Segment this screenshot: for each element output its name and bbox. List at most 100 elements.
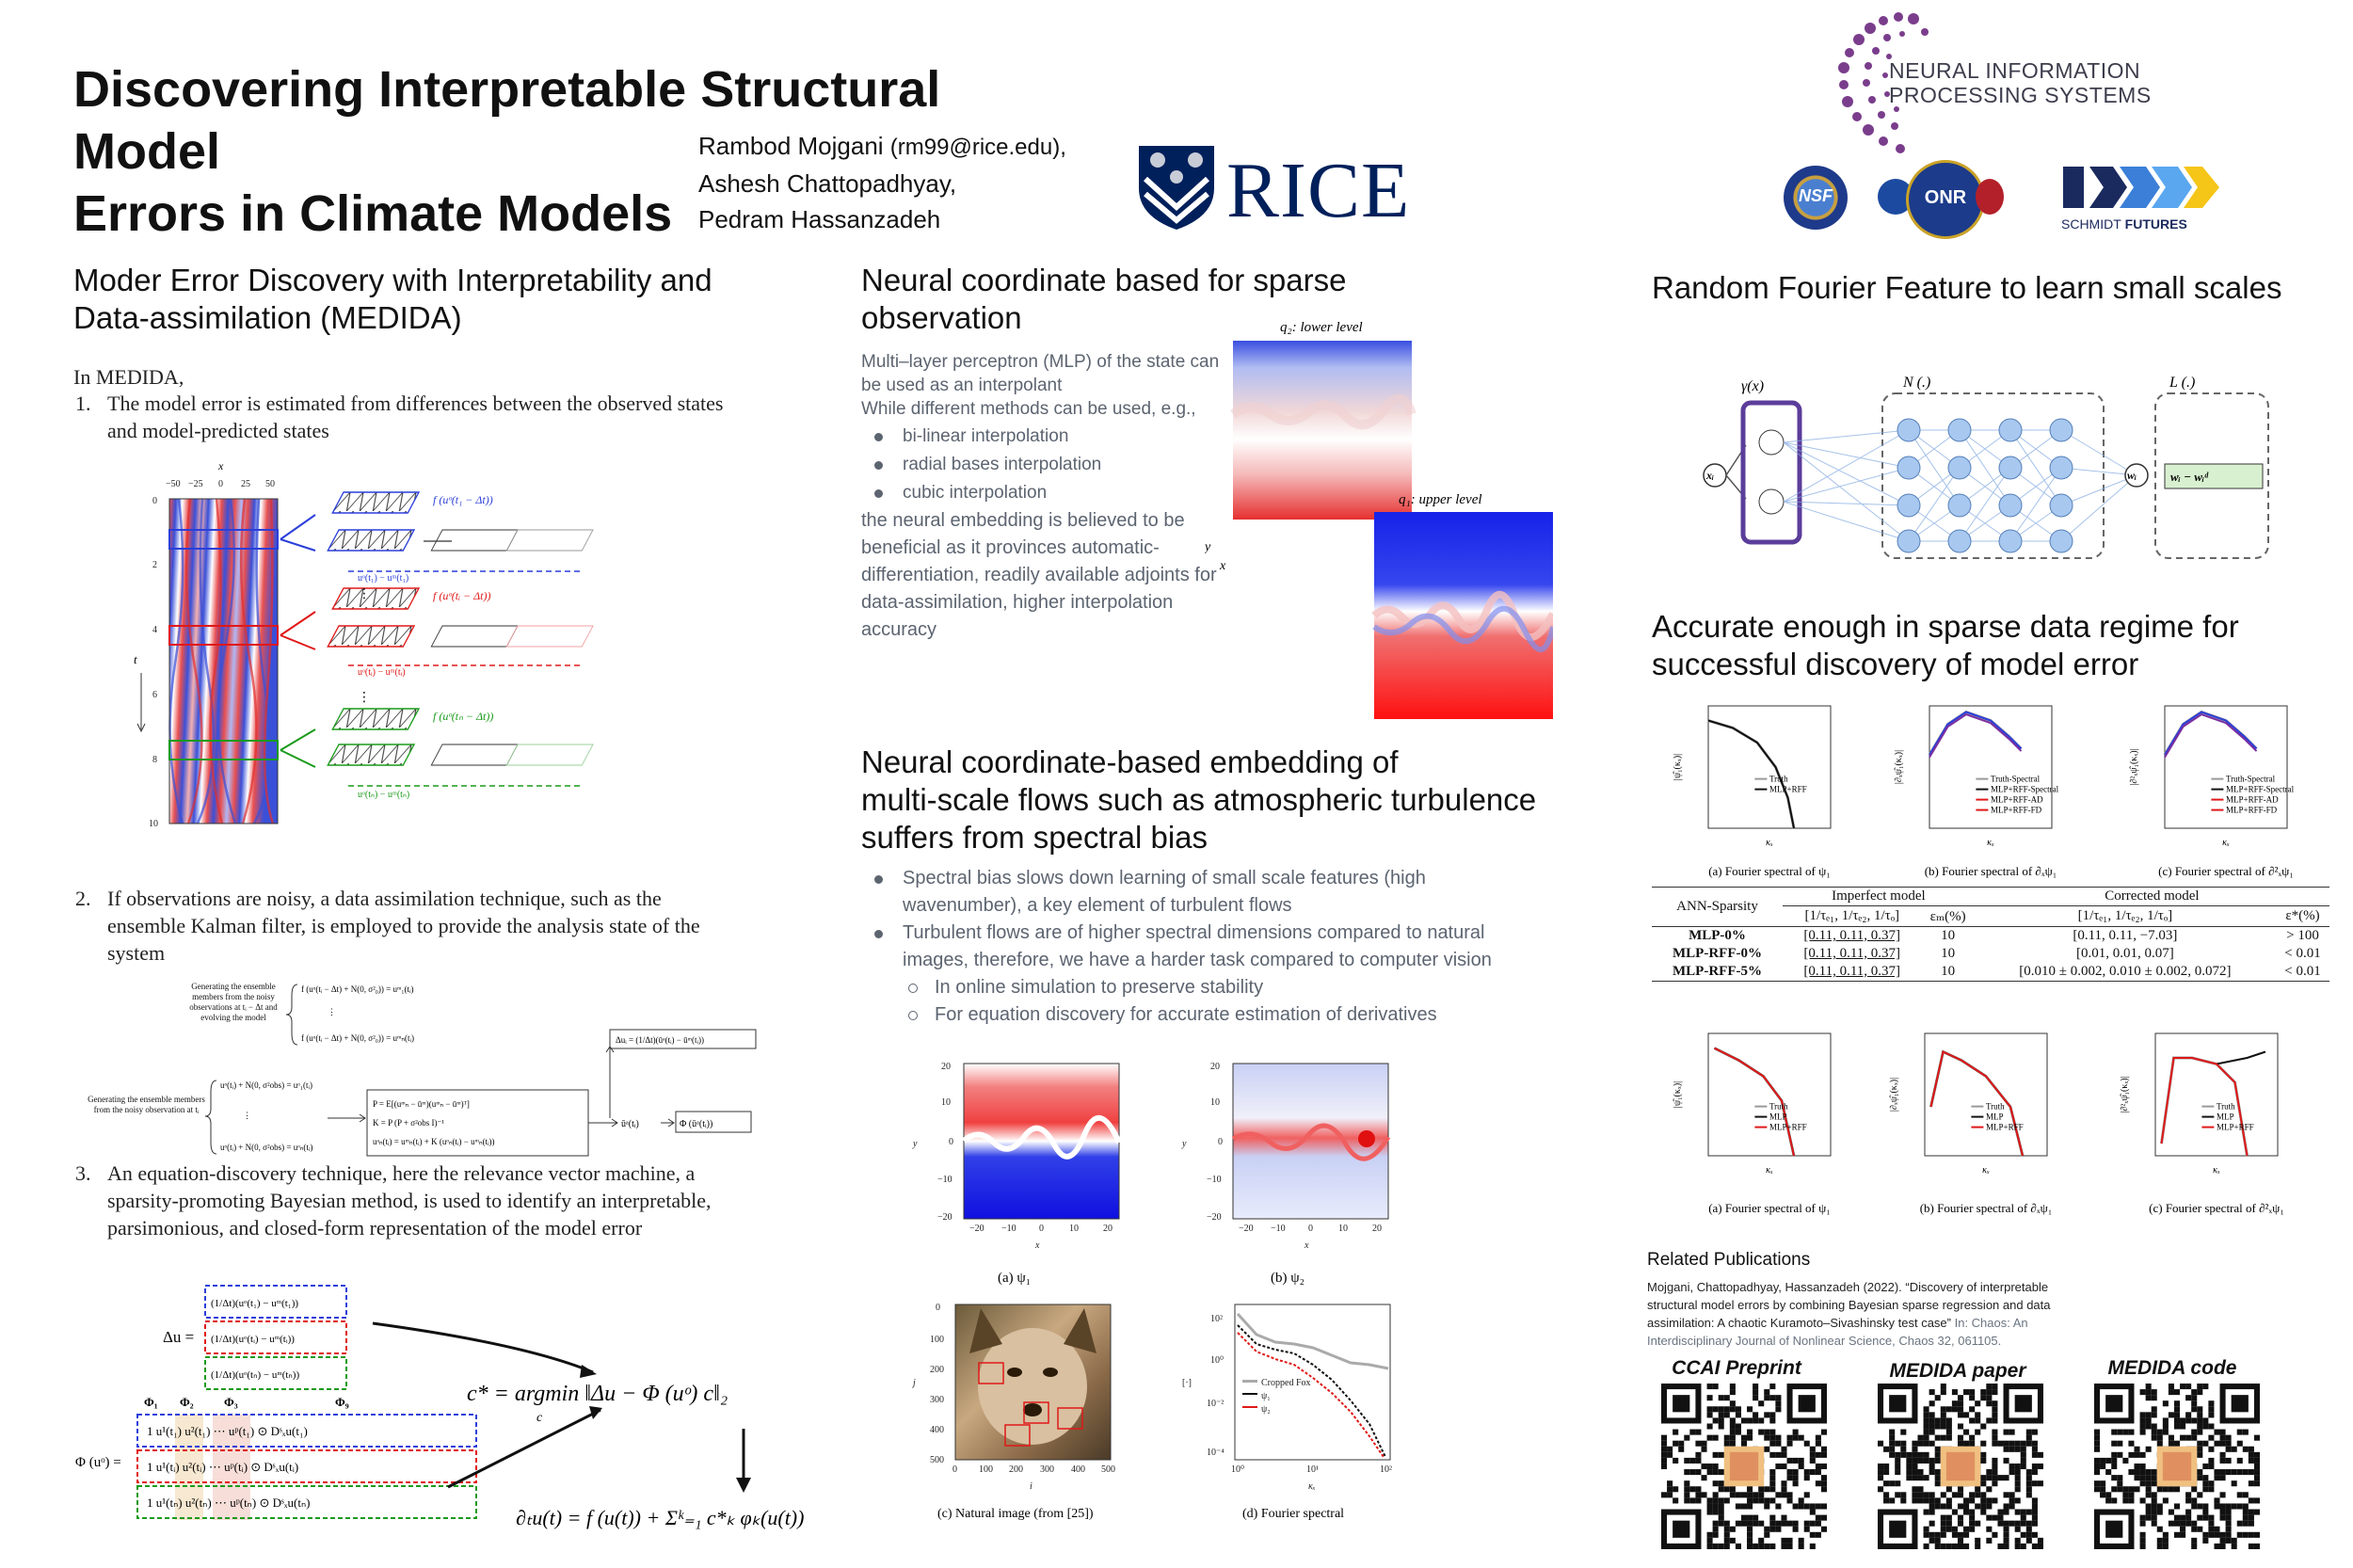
table-row: MLP-RFF-0% [0.11, 0.11, 0.37] 10 [0.01, … [1673,946,2321,961]
spectrum-psi1-line [1237,1324,1386,1458]
svg-text:200: 200 [930,1365,944,1375]
spectrum-legend: MLP+RFF-FD [1991,806,2042,815]
svg-text:500: 500 [930,1455,944,1465]
spectrum-ylabel: |∂²ₓψ̂₁(κₓ)| [2120,1076,2130,1112]
rff-network-diagram: γ(x) N (.) L (.) xᵢ wᵢ wᵢ − wᵢᵈ [1694,362,2278,565]
spectrum-legend: Truth [1769,775,1788,784]
spectrum-xlabel: κₓ [1987,838,1994,848]
spectrum-legend: MLP+RFF-AD [2226,795,2279,805]
enkf-figure: Generating the ensemble members from the… [83,977,760,1160]
qr-code-paper[interactable] [1878,1384,2043,1549]
spectrum-model [1929,711,2023,756]
svg-text:−20: −20 [1239,1224,1254,1234]
related-publications: Related Publications Mojgani, Chattopadh… [1647,1250,2071,1350]
spectrum-legend: MLP+RFF-AD [1991,795,2043,805]
enkf-eq: uᵒ(tᵢ) + N(0, σ²obs) = uᵒ₁(tᵢ) [220,1080,312,1090]
svg-text:x: x [1034,1240,1040,1251]
spectrum-legend: MLP+RFF [1769,1123,1807,1132]
psi2-axes: 20 10 0 −10 −20 −20 −10 0 10 20 x y [1181,1062,1382,1251]
svg-text:20: 20 [1372,1224,1382,1234]
svg-text:200: 200 [1009,1464,1023,1475]
spectrum-model [2164,712,2258,759]
spectrum-xlabel: κₓ [1982,1165,1990,1176]
panel-c-caption: (c) Natural image (from [25]) [937,1507,1094,1521]
interp-bullet: radial bases interpolation [861,451,1238,479]
svg-text:⋮: ⋮ [328,1007,336,1016]
interp-bullet: bi-linear interpolation [861,423,1238,451]
svg-text:20: 20 [941,1062,951,1072]
spectrum-caption: (b) Fourier spectral of ∂ₓψ₁ [1920,1201,2053,1215]
fig1-ttick: 10 [149,819,158,829]
phi-head: Φ₃ [224,1395,238,1409]
spectrum-legend: Truth [1769,1102,1788,1112]
spectrum-legend: ψ₁ [1261,1391,1271,1401]
spectrum-axes [1234,1304,1391,1461]
table-subheader: [1/τₑ₁, 1/τₑ₂, 1/τₒ] [1783,905,1922,927]
fig1-ttick: 8 [152,755,157,765]
enkf-eq: uᵒ(tᵢ) + N(0, σ²obs) = uᵒₙ(tᵢ) [220,1143,312,1152]
spectral-subbullet: For equation discovery for accurate esti… [861,1001,1520,1029]
spectrum-model [2164,711,2258,756]
svg-text:−10: −10 [1207,1175,1222,1185]
enkf-forecast-note: Generating the ensemble members from the… [189,982,278,1022]
spectrum-model [2160,1057,2249,1157]
axis-y: y [1205,540,1211,554]
schmidt-chevron-icon [2063,167,2219,208]
svg-text:−10: −10 [1271,1224,1286,1234]
argmin-subscript: c [536,1411,543,1425]
spectrum-model [2216,1050,2266,1065]
rice-shield-icon [1139,146,1214,230]
svg-text:−20: −20 [969,1224,984,1234]
qr-label-preprint: CCAI Preprint [1672,1357,1801,1379]
svg-text:400: 400 [1071,1464,1085,1475]
spectrum-legend: ψ₂ [1261,1404,1271,1415]
panel-d-caption: (d) Fourier spectral [1242,1507,1344,1521]
qg-fields-figure: q₂: lower level y x q₁: upper level [1203,320,1557,725]
medida-heading: Moder Error Discovery with Interpretabil… [73,263,712,335]
phi-row: 1 u¹(tₙ) u²(tₙ) ⋯ uᵖ(tₙ) ⊙ Dˢₓu(tₙ) [147,1496,310,1510]
spectrum-legend: Cropped Fox [1261,1378,1311,1388]
spectrum-legend: MLP [2217,1112,2234,1122]
spectral-subbullet: In online simulation to preserve stabili… [861,974,1520,1001]
spectrum-xlabel: κₓ [2222,838,2230,848]
spectral-bullet: Turbulent flows are of higher spectral d… [861,920,1520,974]
enkf-cov: P = E[(uᵐₙ − ūᵐ)(uᵐₙ − ūᵐ)ᵀ] [373,1099,470,1109]
svg-text:0: 0 [1308,1224,1313,1234]
author-1-email: (rm99@rice.edu), [889,135,1066,160]
rice-logo: RICE [1134,141,1409,235]
svg-text:uᵒ(t₁) − uᵐ(t₁): uᵒ(t₁) − uᵐ(t₁) [358,573,408,584]
svg-text:10¹: 10¹ [1306,1464,1319,1475]
spectrum-ylabel: |∂²ₓψ̂₁(κₓ)| [2129,748,2139,785]
qr-code-preprint[interactable] [1661,1384,1827,1549]
spectral-bullet: Spectral bias slows down learning of sma… [861,865,1520,920]
fig1-ttick: 2 [152,560,157,570]
svg-text:⋮: ⋮ [358,689,371,704]
author-list: Rambod Mojgani (rm99@rice.edu), Ashesh C… [698,128,1066,237]
svg-text:10: 10 [941,1097,951,1108]
spectrum-panel [1924,1032,2048,1157]
spectrum-legend: MLP [1769,1112,1787,1122]
svg-text:20: 20 [1210,1062,1220,1072]
fig1-green-group: f (uᵒ(tₙ − Δt)) uᵒ(tₙ) − uᵐ(tₙ) [280,708,594,800]
author-3: Pedram Hassanzadeh [698,205,941,233]
enkf-eq: f (uᵒ(tᵢ − Δt) + N(0, σ²₀)) = uᵐ₁(tᵢ) [301,984,414,994]
medida-step-3: 3. An equation-discovery technique, here… [75,1161,712,1240]
svg-text:300: 300 [930,1395,944,1405]
svg-text:−20: −20 [1207,1212,1222,1223]
spectrum-legend: MLP [1986,1112,2004,1122]
rice-wordmark: RICE [1226,147,1411,234]
spectrum-model [1929,712,2023,759]
enkf-gain: K = P (P + σ²obs I)⁻¹ [373,1118,444,1128]
table-row: MLP-0% [0.11, 0.11, 0.37] 10 [0.11, 0.11… [1689,928,2319,943]
phi-row: 1 u¹(t₁) u²(t₁) ⋯ uᵖ(t₁) ⊙ Dˢₓu(t₁) [147,1424,308,1438]
qr-code-code[interactable] [2094,1384,2260,1549]
svg-text:10: 10 [1338,1224,1348,1234]
rff-feature-box [1740,400,1802,545]
svg-text:−10: −10 [1001,1224,1016,1234]
phi-head: Φ₂ [180,1395,194,1409]
svg-text:0: 0 [952,1464,957,1475]
spectrum-fox-line [1236,1312,1389,1370]
rff-heading: Random Fourier Feature to learn small sc… [1652,270,2282,305]
svg-text:10⁻⁴: 10⁻⁴ [1207,1448,1225,1458]
field-lower-title: q₂: lower level [1280,320,1363,335]
